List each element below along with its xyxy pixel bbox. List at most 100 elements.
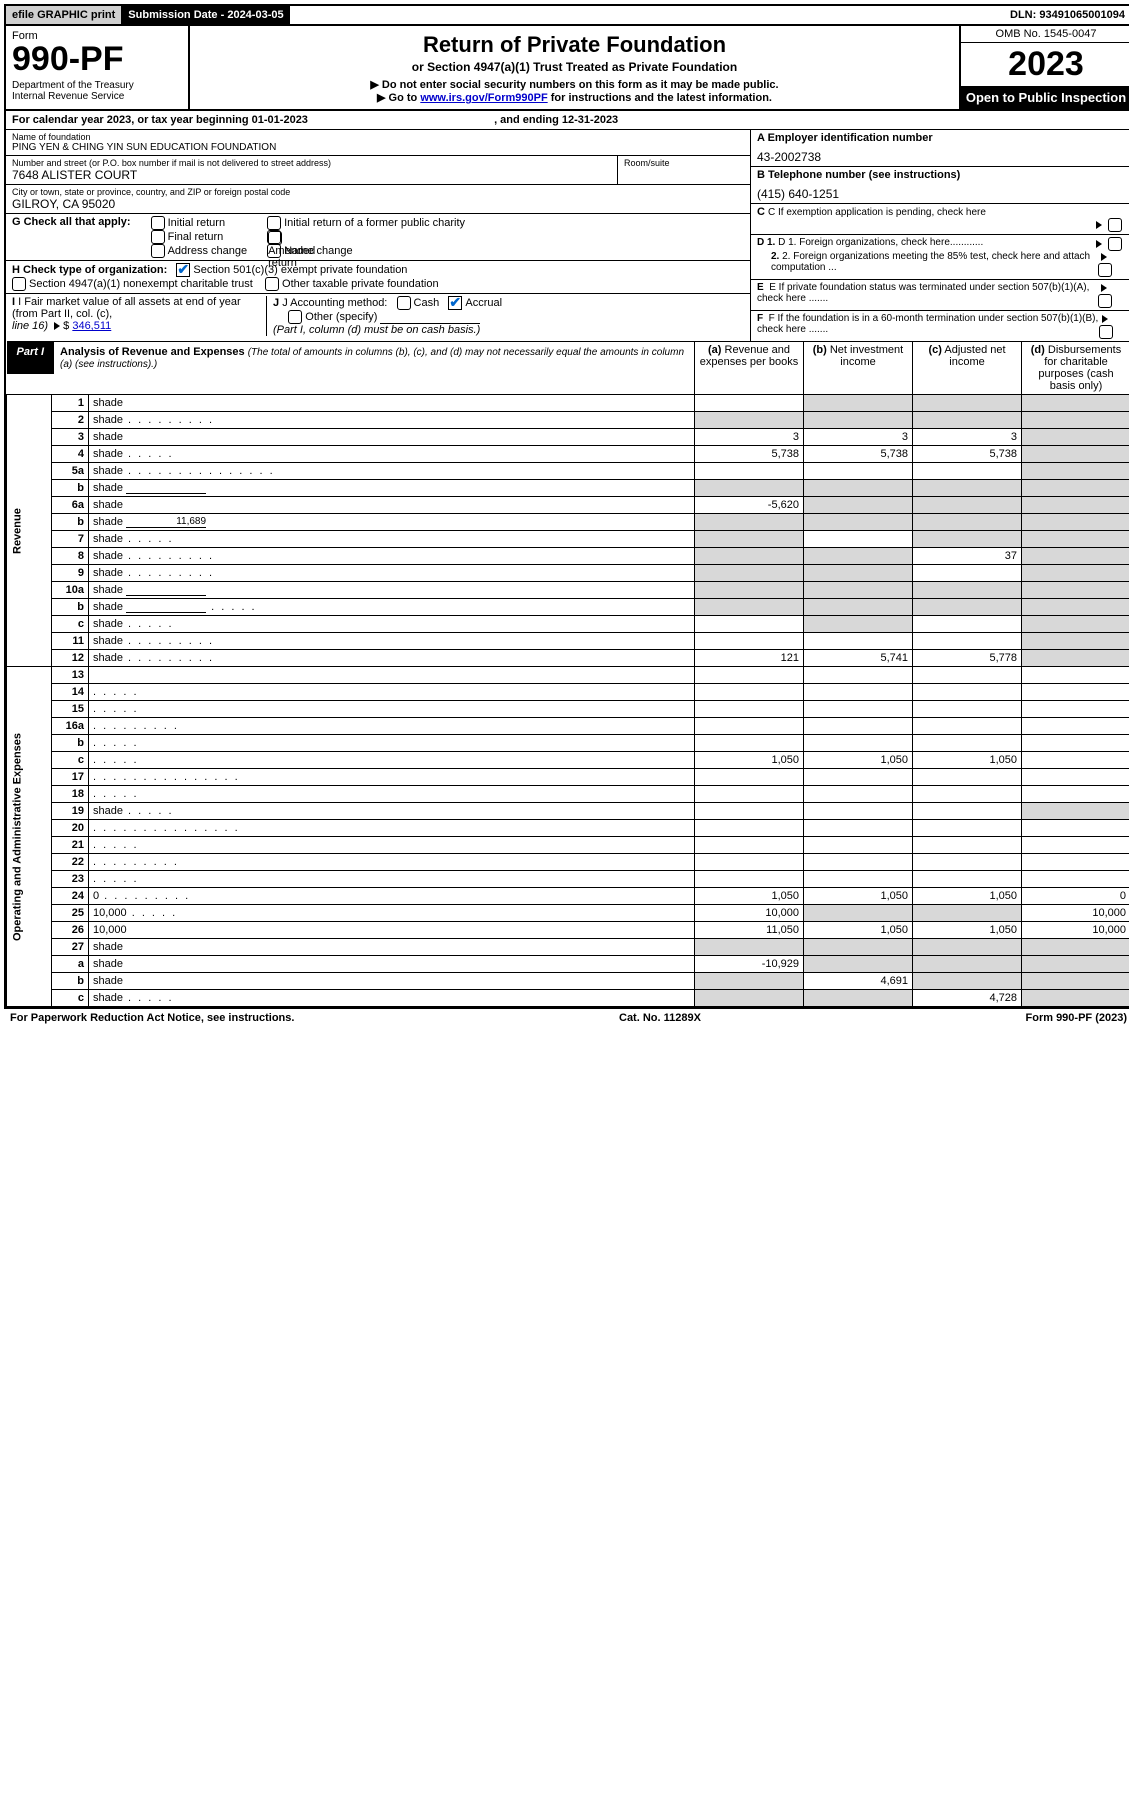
row-description: shade xyxy=(89,582,695,599)
checkbox-501c3[interactable] xyxy=(176,263,190,277)
cell-value xyxy=(804,718,913,735)
cell-shaded xyxy=(804,956,913,973)
cell-shaded xyxy=(695,565,804,582)
checkbox-address-change[interactable] xyxy=(151,244,165,258)
col-c-header: (c) Adjusted net income xyxy=(913,342,1022,395)
cell-shaded xyxy=(695,973,804,990)
checkbox-initial-return[interactable] xyxy=(151,216,165,230)
cell-value xyxy=(804,633,913,650)
e-cell: E E If private foundation status was ter… xyxy=(751,280,1129,311)
cell-shaded xyxy=(695,939,804,956)
cell-value xyxy=(913,667,1022,684)
checkbox-terminated[interactable] xyxy=(1098,294,1112,308)
table-row: bshade xyxy=(7,480,1129,497)
checkbox-4947[interactable] xyxy=(12,277,26,291)
addr-label: Number and street (or P.O. box number if… xyxy=(12,158,611,168)
submission-date: Submission Date - 2024-03-05 xyxy=(122,6,289,24)
row-description xyxy=(89,684,695,701)
cell-shaded xyxy=(804,395,913,412)
part1-label: Part I xyxy=(7,342,55,374)
table-row: 2610,00011,0501,0501,05010,000 xyxy=(7,922,1129,939)
address-row: Number and street (or P.O. box number if… xyxy=(6,156,750,185)
cell-value xyxy=(1022,752,1129,769)
cell-shaded xyxy=(804,905,913,922)
table-row: c1,0501,0501,050 xyxy=(7,752,1129,769)
checkbox-amended-return[interactable] xyxy=(268,231,282,245)
checkbox-60month[interactable] xyxy=(1099,325,1113,339)
street-cell: Number and street (or P.O. box number if… xyxy=(6,156,617,185)
col-b-header: (b) Net investment income xyxy=(804,342,913,395)
j-label: J Accounting method: xyxy=(282,297,387,309)
j-cash: Cash xyxy=(414,297,440,309)
j-cell: J J Accounting method: Cash Accrual Othe… xyxy=(267,296,744,336)
i-label2: line 16) xyxy=(12,320,51,332)
checkbox-exemption-pending[interactable] xyxy=(1108,218,1122,232)
row-description: shade xyxy=(89,803,695,820)
row-description xyxy=(89,735,695,752)
form-instructions-link[interactable]: www.irs.gov/Form990PF xyxy=(420,92,547,104)
checkbox-other-method[interactable] xyxy=(288,310,302,324)
foundation-name-cell: Name of foundation PING YEN & CHING YIN … xyxy=(6,130,750,156)
checkbox-amended[interactable]: Amended return xyxy=(267,230,281,244)
h-label: H Check type of organization: xyxy=(12,264,167,276)
cal-begin: 01-01-2023 xyxy=(252,114,308,126)
cell-shaded xyxy=(1022,497,1129,514)
cell-shaded xyxy=(695,548,804,565)
open-to-public: Open to Public Inspection xyxy=(961,86,1129,109)
row-number: 2 xyxy=(52,412,89,429)
checkbox-initial-former[interactable] xyxy=(267,216,281,230)
cell-value: 1,050 xyxy=(804,922,913,939)
table-row: 18 xyxy=(7,786,1129,803)
table-row: ashade-10,929 xyxy=(7,956,1129,973)
row-description: 0 xyxy=(89,888,695,905)
cell-value: -10,929 xyxy=(695,956,804,973)
table-row: 7shade xyxy=(7,531,1129,548)
fmv-link[interactable]: 346,511 xyxy=(72,320,111,332)
cell-shaded xyxy=(804,514,913,531)
table-row: 23 xyxy=(7,871,1129,888)
checkbox-accrual[interactable] xyxy=(448,296,462,310)
row-description: shade xyxy=(89,446,695,463)
dept-treasury: Department of the Treasury xyxy=(12,80,182,91)
part1-table: Part I Analysis of Revenue and Expenses … xyxy=(6,341,1129,1007)
note-ssn: ▶ Do not enter social security numbers o… xyxy=(200,78,949,91)
checkbox-cash[interactable] xyxy=(397,296,411,310)
cell-value: 5,738 xyxy=(804,446,913,463)
cell-shaded xyxy=(1022,565,1129,582)
checkbox-name-change[interactable] xyxy=(267,244,281,258)
cell-value xyxy=(695,820,804,837)
cell-value xyxy=(1022,667,1129,684)
e-label: E If private foundation status was termi… xyxy=(757,282,1089,304)
cell-value: 121 xyxy=(695,650,804,667)
f-cell: F F If the foundation is in a 60-month t… xyxy=(751,311,1129,341)
table-row: 2510,00010,00010,000 xyxy=(7,905,1129,922)
table-row: 12shade1215,7415,778 xyxy=(7,650,1129,667)
checkbox-final-return[interactable] xyxy=(151,230,165,244)
ein-value: 43-2002738 xyxy=(757,150,1125,164)
row-description: shade xyxy=(89,565,695,582)
cell-value xyxy=(1022,684,1129,701)
cell-value: 37 xyxy=(913,548,1022,565)
opt-final: Final return xyxy=(168,231,224,243)
cell-value xyxy=(1022,701,1129,718)
cell-value xyxy=(913,463,1022,480)
cell-value: 10,000 xyxy=(695,905,804,922)
checkbox-foreign-org[interactable] xyxy=(1108,237,1122,251)
cell-value xyxy=(695,803,804,820)
row-description xyxy=(89,752,695,769)
dln-value: 93491065001094 xyxy=(1039,9,1125,21)
cell-value xyxy=(913,735,1022,752)
efile-print-button[interactable]: efile GRAPHIC print xyxy=(6,6,122,24)
cell-value xyxy=(913,820,1022,837)
cell-value xyxy=(1022,837,1129,854)
table-row: cshade4,728 xyxy=(7,990,1129,1007)
checkbox-85pct[interactable] xyxy=(1098,263,1112,277)
dln-label: DLN: xyxy=(1010,9,1039,21)
form-header: Form 990-PF Department of the Treasury I… xyxy=(6,26,1129,111)
header-right: OMB No. 1545-0047 2023 Open to Public In… xyxy=(959,26,1129,109)
phone-cell: B Telephone number (see instructions) (4… xyxy=(751,167,1129,204)
checkbox-other-taxable[interactable] xyxy=(265,277,279,291)
table-row: bshade 11,689 xyxy=(7,514,1129,531)
cell-value: 1,050 xyxy=(913,922,1022,939)
cell-shaded xyxy=(1022,480,1129,497)
